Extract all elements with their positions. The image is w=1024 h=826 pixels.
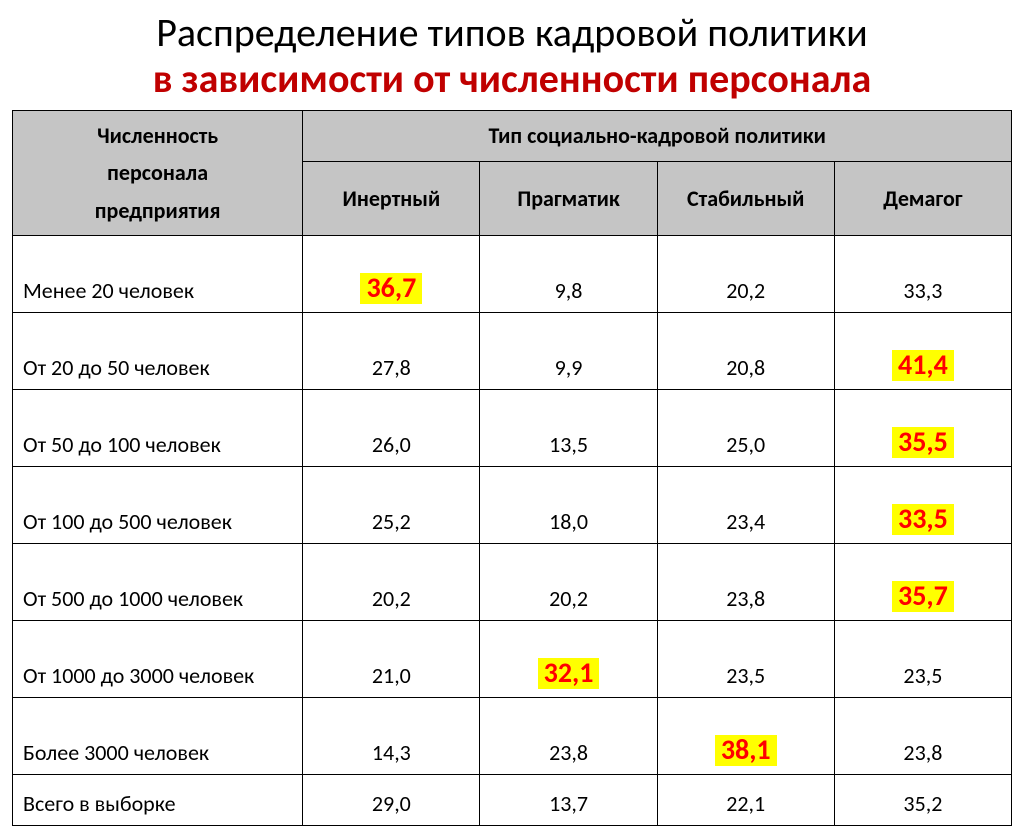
row-label: От 500 до 1000 человек xyxy=(13,544,303,621)
row-label: Более 3000 человек xyxy=(13,698,303,775)
cell-value: 35,7 xyxy=(834,544,1011,621)
cell-value: 32,1 xyxy=(480,621,657,698)
table-row: Всего в выборке29,013,722,135,2 xyxy=(13,775,1012,826)
cell-value: 14,3 xyxy=(303,698,480,775)
row-header-l1: Численность xyxy=(97,122,218,149)
table-body: Менее 20 человек36,79,820,233,3От 20 до … xyxy=(13,236,1012,826)
table-row: От 500 до 1000 человек20,220,223,835,7 xyxy=(13,544,1012,621)
highlight-value: 38,1 xyxy=(715,735,777,766)
row-label: От 20 до 50 человек xyxy=(13,313,303,390)
cell-value: 23,8 xyxy=(834,698,1011,775)
col-header-3: Демагог xyxy=(834,161,1011,235)
cell-value: 9,9 xyxy=(480,313,657,390)
table-row: От 1000 до 3000 человек21,0 32,1 23,523,5 xyxy=(13,621,1012,698)
cell-value: 25,2 xyxy=(303,467,480,544)
policy-table: Численность персонала предприятия Тип со… xyxy=(12,110,1012,826)
cell-value: 41,4 xyxy=(834,313,1011,390)
col-header-1: Прагматик xyxy=(480,161,657,235)
cell-value: 20,2 xyxy=(303,544,480,621)
cell-value: 33,3 xyxy=(834,236,1011,313)
table-row: От 20 до 50 человек27,89,920,8 41,4 xyxy=(13,313,1012,390)
cell-value: 20,8 xyxy=(657,313,834,390)
row-label: От 1000 до 3000 человек xyxy=(13,621,303,698)
cell-value: 22,1 xyxy=(657,775,834,826)
cell-value: 23,5 xyxy=(834,621,1011,698)
row-label: Менее 20 человек xyxy=(13,236,303,313)
col-header-0: Инертный xyxy=(303,161,480,235)
table-row: От 50 до 100 человек26,013,525,0 35,5 xyxy=(13,390,1012,467)
cell-value: 38,1 xyxy=(657,698,834,775)
cell-value: 18,0 xyxy=(480,467,657,544)
cell-value: 9,8 xyxy=(480,236,657,313)
highlight-value: 35,5 xyxy=(892,427,954,458)
slide-title: Распределение типов кадровой политики в … xyxy=(0,0,1024,106)
cell-value: 23,5 xyxy=(657,621,834,698)
cell-value: 33,5 xyxy=(834,467,1011,544)
cell-value: 23,8 xyxy=(657,544,834,621)
title-line2: в зависимости от численности персонала xyxy=(153,54,872,103)
cell-value: 13,5 xyxy=(480,390,657,467)
table-row: Более 3000 человек14,323,838,123,8 xyxy=(13,698,1012,775)
row-header-l2: персонала xyxy=(107,159,208,186)
cell-value: 20,2 xyxy=(657,236,834,313)
highlight-value: 35,7 xyxy=(892,581,954,612)
highlight-value: 32,1 xyxy=(538,658,600,689)
cell-value: 25,0 xyxy=(657,390,834,467)
table-row: От 100 до 500 человек25,218,023,4 33,5 xyxy=(13,467,1012,544)
cell-value: 35,5 xyxy=(834,390,1011,467)
row-header: Численность персонала предприятия xyxy=(13,111,303,236)
col-header-2: Стабильный xyxy=(657,161,834,235)
table-row: Менее 20 человек 36,7 9,820,233,3 xyxy=(13,236,1012,313)
cell-value: 20,2 xyxy=(480,544,657,621)
cell-value: 35,2 xyxy=(834,775,1011,826)
cell-value: 23,4 xyxy=(657,467,834,544)
cell-value: 29,0 xyxy=(303,775,480,826)
cell-value: 21,0 xyxy=(303,621,480,698)
super-header: Тип социально-кадровой политики xyxy=(303,111,1012,162)
row-label: От 100 до 500 человек xyxy=(13,467,303,544)
cell-value: 23,8 xyxy=(480,698,657,775)
row-label: От 50 до 100 человек xyxy=(13,390,303,467)
highlight-value: 36,7 xyxy=(360,273,422,304)
row-label: Всего в выборке xyxy=(13,775,303,826)
row-header-l3: предприятия xyxy=(95,197,221,224)
cell-value: 27,8 xyxy=(303,313,480,390)
cell-value: 36,7 xyxy=(303,236,480,313)
cell-value: 13,7 xyxy=(480,775,657,826)
title-line1: Распределение типов кадровой политики xyxy=(156,8,868,57)
cell-value: 26,0 xyxy=(303,390,480,467)
highlight-value: 33,5 xyxy=(892,504,954,535)
highlight-value: 41,4 xyxy=(892,350,954,381)
